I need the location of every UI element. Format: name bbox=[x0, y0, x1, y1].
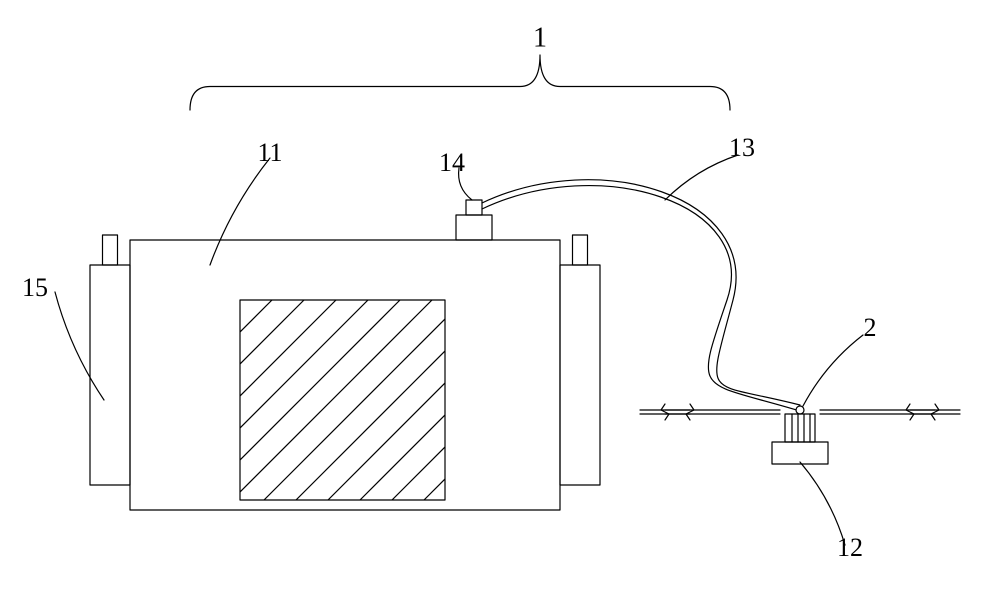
label-cable: 13 bbox=[729, 133, 755, 162]
cable-inner bbox=[482, 186, 800, 411]
leader-left-ext bbox=[55, 292, 104, 400]
connector-tip bbox=[466, 200, 482, 215]
inner-square bbox=[240, 300, 445, 500]
leader-right-sm bbox=[803, 335, 863, 406]
break-left-far bbox=[686, 404, 694, 420]
label-box: 11 bbox=[257, 138, 282, 167]
cable-outer bbox=[482, 180, 800, 405]
main-box bbox=[130, 240, 560, 510]
leader-cable bbox=[665, 155, 738, 200]
label-bottom_r: 12 bbox=[837, 533, 863, 562]
break-right-near bbox=[931, 404, 939, 420]
label-top: 1 bbox=[533, 22, 547, 53]
hub-circle bbox=[796, 406, 804, 414]
top-brace bbox=[190, 55, 730, 110]
hatch-fill bbox=[40, 300, 816, 500]
break-right-far bbox=[906, 404, 914, 420]
connector-base bbox=[456, 215, 492, 240]
side-ext-tab-left bbox=[103, 235, 118, 265]
side-ext-tab-right bbox=[573, 235, 588, 265]
label-connector: 14 bbox=[439, 148, 465, 177]
label-right_sm: 2 bbox=[864, 313, 877, 342]
side-ext-left bbox=[90, 265, 130, 485]
break-left-near bbox=[661, 404, 669, 420]
label-left_ext: 15 bbox=[22, 273, 48, 302]
side-ext-right bbox=[560, 265, 600, 485]
assy-base bbox=[772, 442, 828, 464]
leader-box bbox=[210, 158, 270, 265]
